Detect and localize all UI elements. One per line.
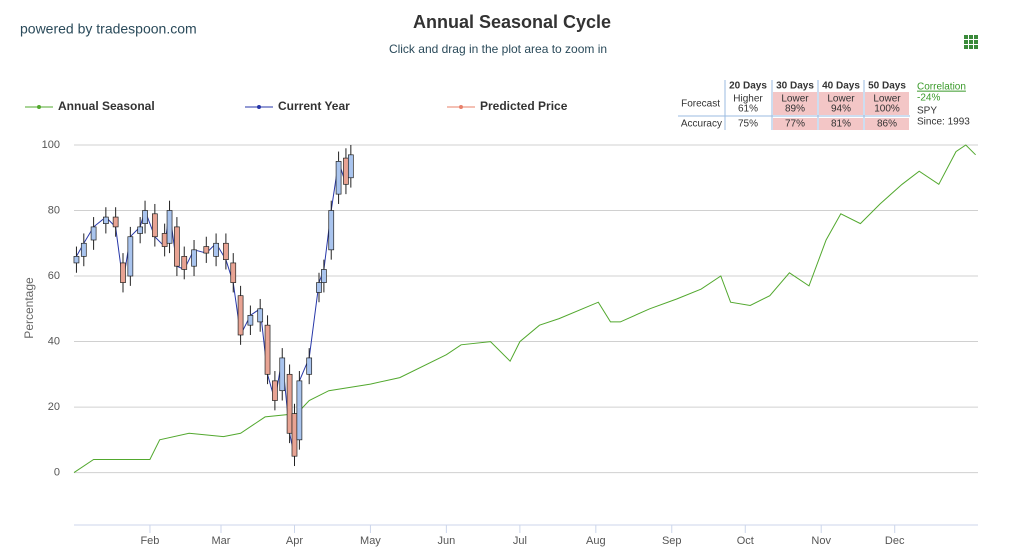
y-tick-label: 100	[42, 139, 60, 151]
forecast-pct: 61%	[738, 104, 758, 115]
legend-marker	[257, 105, 261, 109]
x-tick-label: Jul	[513, 535, 527, 547]
x-tick-label: Nov	[811, 535, 831, 547]
candle-body	[174, 226, 180, 267]
x-tick-label: May	[360, 535, 381, 547]
candle-body	[203, 246, 210, 254]
correlation-link[interactable]: Correlation	[917, 82, 966, 93]
candle-body	[102, 216, 109, 224]
candle-body	[257, 308, 264, 323]
candle-body	[80, 242, 87, 257]
seasonal-line	[73, 144, 976, 474]
correlation-value: -24%	[917, 93, 940, 104]
accuracy-pct: 81%	[831, 119, 851, 130]
x-tick-label: Sep	[662, 535, 682, 547]
chart-title: Annual Seasonal Cycle	[413, 12, 611, 32]
candle-body	[279, 357, 286, 392]
candle-body	[343, 157, 349, 185]
correlation-since: Since: 1993	[917, 117, 970, 128]
y-axis-label: Percentage	[22, 277, 36, 339]
forecast-direction: Higher	[733, 94, 763, 105]
y-tick-label: 80	[48, 204, 60, 216]
candle-body	[142, 210, 148, 224]
candle-body	[247, 314, 254, 326]
candle-body	[347, 154, 354, 179]
forecast-pct: 100%	[874, 104, 900, 115]
column-header: 50 Days	[868, 81, 906, 92]
x-tick-label: Jun	[438, 535, 456, 547]
candle-body	[191, 249, 197, 267]
row-label: Forecast	[681, 99, 720, 110]
x-tick-label: Oct	[737, 535, 754, 547]
cell-bg	[865, 118, 909, 130]
candle-body	[328, 210, 335, 251]
y-tick-label: 20	[48, 401, 60, 413]
legend-marker	[37, 105, 41, 109]
accuracy-pct: 75%	[738, 119, 758, 130]
candle-body	[213, 242, 219, 257]
chart-subtitle: Click and drag in the plot area to zoom …	[389, 42, 607, 56]
column-header: 30 Days	[776, 81, 814, 92]
y-tick-label: 60	[48, 270, 60, 282]
candle-body	[335, 161, 342, 195]
candle-body	[230, 262, 237, 283]
candle-body	[321, 269, 327, 283]
candle-body	[286, 373, 293, 434]
cell-bg	[819, 118, 863, 130]
candle-body	[272, 380, 278, 401]
x-tick-label: Feb	[140, 535, 159, 547]
candle-body	[73, 256, 80, 264]
candle-body	[264, 324, 271, 375]
legend-label: Predicted Price	[480, 99, 568, 113]
forecast-pct: 89%	[785, 104, 805, 115]
candle-body	[306, 357, 313, 375]
candle-body	[112, 216, 119, 228]
candle-body	[237, 295, 244, 336]
credit: powered by tradespoon.com	[20, 21, 197, 37]
correlation-symbol: SPY	[917, 106, 937, 117]
candle-body	[161, 233, 168, 247]
x-tick-label: Aug	[586, 535, 606, 547]
legend-label: Annual Seasonal	[58, 99, 155, 113]
candle-body	[181, 256, 188, 270]
cell-bg	[865, 92, 909, 115]
column-header: 20 Days	[729, 81, 767, 92]
cell-bg	[819, 92, 863, 115]
x-tick-label: Apr	[286, 535, 303, 547]
cell-bg	[773, 92, 817, 115]
forecast-direction: Lower	[781, 94, 809, 105]
menu-icon[interactable]	[964, 35, 978, 49]
forecast-direction: Lower	[873, 94, 901, 105]
candle-body	[223, 242, 229, 261]
candle-body	[151, 213, 158, 238]
x-tick-label: Dec	[885, 535, 905, 547]
y-tick-label: 0	[54, 466, 60, 478]
candle-body	[316, 282, 322, 293]
row-label: Accuracy	[681, 119, 722, 130]
y-tick-label: 40	[48, 335, 60, 347]
x-tick-label: Mar	[212, 535, 231, 547]
candle-body	[90, 226, 97, 241]
accuracy-pct: 77%	[785, 119, 805, 130]
forecast-pct: 94%	[831, 104, 851, 115]
candle-body	[137, 226, 143, 234]
candle-body	[166, 210, 173, 244]
forecast-direction: Lower	[827, 94, 855, 105]
column-header: 40 Days	[822, 81, 860, 92]
legend-marker	[459, 105, 463, 109]
candle-body	[127, 236, 134, 277]
candle-body	[291, 413, 298, 457]
candle-body	[296, 380, 303, 441]
candle-body	[120, 262, 126, 283]
legend-label: Current Year	[278, 99, 350, 113]
current-line	[75, 154, 352, 457]
cell-bg	[773, 118, 817, 130]
accuracy-pct: 86%	[877, 119, 897, 130]
